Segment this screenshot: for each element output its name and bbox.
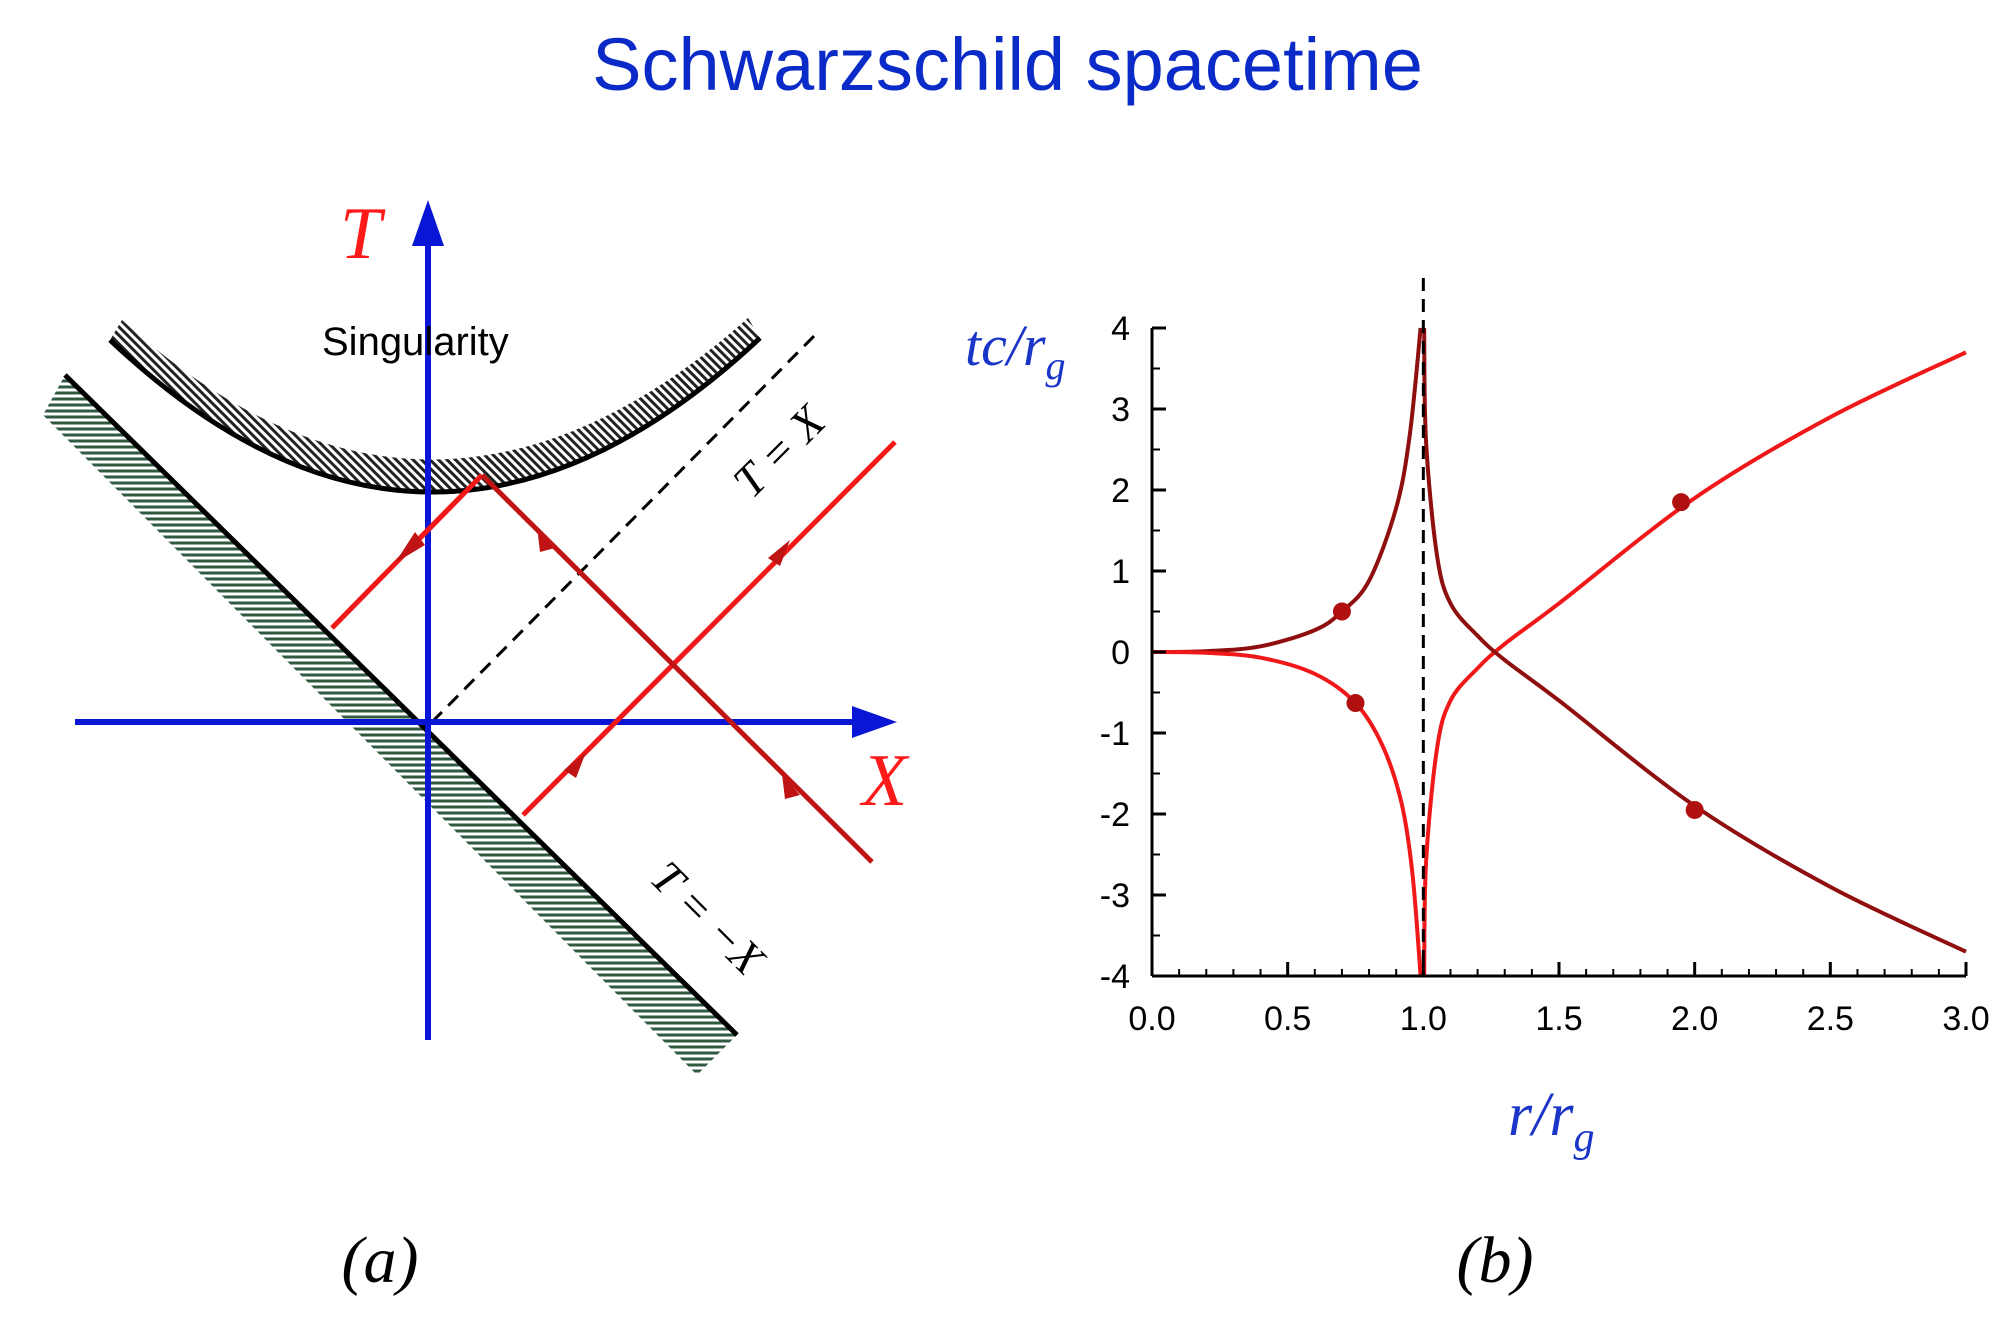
ray-arrow-3 bbox=[768, 540, 790, 566]
x-tick-label-0: 0.0 bbox=[1128, 1000, 1175, 1038]
ray-arrow-4 bbox=[564, 752, 586, 778]
direction-arrow-0 bbox=[1332, 602, 1351, 621]
ray-arrow-1 bbox=[395, 532, 425, 563]
caption-a: (a) bbox=[342, 1224, 419, 1297]
y-tick-label-6: -2 bbox=[1100, 796, 1130, 834]
ray-arrow-5 bbox=[782, 774, 800, 799]
y-tick-label-5: -1 bbox=[1100, 715, 1130, 753]
x-tick-label-5: 2.5 bbox=[1807, 1000, 1854, 1038]
x-tick-label-1: 0.5 bbox=[1264, 1000, 1311, 1038]
y-tick-label-3: 1 bbox=[1111, 553, 1130, 591]
ray-arrow-2 bbox=[537, 527, 555, 552]
x-tick-label-2: 1.0 bbox=[1400, 1000, 1447, 1038]
y-tick-label-1: 3 bbox=[1111, 391, 1130, 429]
y-tick-label-2: 2 bbox=[1111, 472, 1130, 510]
chart-arrows-group bbox=[1332, 493, 1704, 819]
x-axis-arrowhead bbox=[852, 706, 897, 738]
series-line-1 bbox=[1151, 650, 1423, 977]
y-tick-label-7: -3 bbox=[1100, 877, 1130, 915]
series-line-3 bbox=[1422, 327, 1967, 954]
y-tick-label-4: 0 bbox=[1111, 634, 1130, 672]
singularity-label: Singularity bbox=[322, 320, 509, 364]
series-line-2 bbox=[1422, 350, 1967, 977]
panel-b-chart: 0.0 0.5 1.0 1.5 2.0 2.5 3.0 4 3 2 1 0 -1 -2 -3 -4 tc/rg… bbox=[965, 278, 1990, 1297]
direction-arrow-1 bbox=[1346, 694, 1365, 713]
x-axis-title: r/rg bbox=[1508, 1081, 1594, 1161]
singularity-curve bbox=[108, 336, 762, 495]
plot-area bbox=[1152, 328, 1966, 976]
y-axis-label: tc/rg bbox=[965, 313, 1066, 388]
t-axis-label: T bbox=[340, 193, 386, 275]
chart-series-group bbox=[1151, 327, 1967, 977]
chart-ticks-group: 0.0 0.5 1.0 1.5 2.0 2.5 3.0 4 3 2 1 0 -1 -2 -3 -4 bbox=[1100, 310, 1990, 1038]
y-tick-label-0: 4 bbox=[1111, 310, 1130, 348]
direction-arrow-2 bbox=[1672, 493, 1691, 512]
panel-a: T X Singularity T = X T = −X (a) bbox=[43, 193, 910, 1297]
y-tick-label-8: -4 bbox=[1100, 958, 1130, 996]
page-title: Schwarzschild spacetime bbox=[592, 23, 1423, 106]
x-tick-label-6: 3.0 bbox=[1942, 1000, 1989, 1038]
caption-b: (b) bbox=[1457, 1224, 1534, 1297]
series-line-0 bbox=[1151, 327, 1423, 654]
t-axis-arrowhead bbox=[412, 200, 444, 246]
line-t-eq-minus-x bbox=[63, 373, 739, 1037]
x-axis-label: X bbox=[859, 740, 910, 822]
x-tick-label-3: 1.5 bbox=[1535, 1000, 1582, 1038]
singularity-band bbox=[110, 318, 760, 493]
line-t-eq-x bbox=[430, 330, 820, 724]
direction-arrow-3 bbox=[1685, 800, 1704, 819]
x-tick-label-4: 2.0 bbox=[1671, 1000, 1718, 1038]
